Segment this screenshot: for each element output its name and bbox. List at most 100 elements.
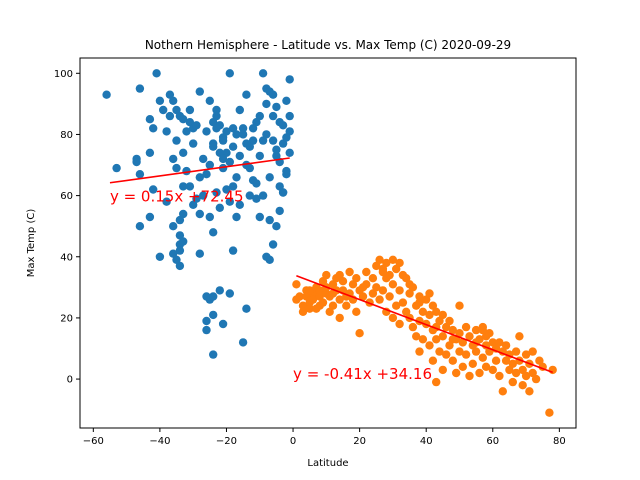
scatter-point (292, 280, 301, 289)
scatter-point (218, 154, 228, 164)
scatter-point (235, 105, 244, 115)
scatter-point (202, 127, 211, 136)
scatter-point (452, 368, 461, 378)
scatter-point (218, 136, 228, 145)
scatter-point (355, 329, 364, 338)
scatter-point (262, 99, 271, 109)
scatter-point (175, 215, 185, 225)
scatter-point (478, 325, 487, 335)
regression-lines (109, 157, 553, 374)
scatter-point (209, 142, 218, 151)
x-axis-ticks: −60 −40 −20 0 20 40 60 80 (83, 428, 566, 447)
scatter-point (218, 319, 228, 329)
scatter-point (179, 115, 188, 124)
scatter-point (215, 286, 224, 295)
scatter-point (415, 347, 424, 356)
scatter-point (455, 347, 464, 356)
scatter-point (471, 347, 481, 356)
scatter-point (202, 316, 211, 326)
scatter-point (461, 322, 471, 332)
scatter-point (169, 222, 178, 231)
x-tick-label: −20 (216, 436, 237, 447)
scatter-point (195, 249, 204, 258)
scatter-point (172, 105, 181, 115)
scatter-point (205, 160, 214, 170)
scatter-point (179, 237, 188, 246)
scatter-point (455, 301, 464, 310)
regression-line (109, 157, 290, 184)
chart-title: Nothern Hemisphere - Latitude vs. Max Te… (145, 38, 511, 52)
scatter-point (372, 283, 381, 292)
scatter-point (515, 332, 524, 341)
scatter-point (352, 274, 361, 283)
scatter-point (445, 316, 454, 326)
scatter-point (392, 264, 401, 274)
scatter-point (248, 124, 258, 133)
scatter-point (425, 289, 434, 298)
scatter-point (298, 307, 308, 316)
scatter-point (405, 289, 414, 298)
scatter-point (189, 139, 198, 148)
points-layer (102, 69, 557, 417)
scatter-point (468, 359, 477, 368)
scatter-point (415, 298, 424, 307)
scatter-point (272, 102, 281, 112)
scatter-point (415, 292, 424, 301)
scatter-point (132, 157, 141, 167)
scatter-point (205, 96, 214, 106)
scatter-point (375, 295, 384, 304)
scatter-point (149, 185, 158, 194)
scatter-point (531, 374, 541, 384)
scatter-point (242, 139, 251, 148)
x-tick-label: 60 (486, 436, 499, 447)
scatter-point (225, 157, 234, 167)
scatter-point (358, 283, 368, 292)
scatter-point (448, 356, 457, 365)
scatter-point (165, 111, 175, 121)
scatter-point (285, 111, 294, 121)
scatter-point (268, 136, 278, 145)
scatter-point (458, 362, 467, 371)
scatter-point (245, 191, 254, 200)
scatter-point (179, 148, 188, 157)
scatter-point (175, 261, 185, 271)
scatter-point (272, 222, 281, 231)
scatter-point (209, 350, 218, 359)
scatter-point (528, 368, 537, 378)
scatter-point (385, 270, 394, 280)
scatter-point (209, 292, 218, 301)
scatter-point (282, 133, 291, 142)
scatter-point (438, 332, 447, 341)
scatter-point (238, 338, 248, 347)
scatter-point (262, 130, 271, 139)
scatter-point (212, 124, 221, 133)
regression-line (296, 274, 553, 374)
scatter-point (225, 289, 234, 298)
scatter-point (159, 105, 168, 115)
scatter-point (155, 252, 165, 261)
scatter-point (395, 286, 404, 295)
scatter-point (185, 182, 195, 191)
scatter-point (465, 332, 474, 341)
scatter-point (255, 111, 264, 121)
scatter-point (498, 387, 507, 396)
scatter-point (275, 182, 284, 191)
x-tick-label: −40 (149, 436, 170, 447)
scatter-point (398, 298, 408, 307)
scatter-point (275, 206, 284, 216)
scatter-point (169, 249, 178, 258)
scatter-point (245, 163, 254, 173)
scatter-point (172, 136, 181, 145)
scatter-point (448, 325, 457, 335)
y-tick-label: 80 (60, 130, 73, 141)
scatter-point (225, 197, 234, 206)
scatter-point (405, 280, 414, 289)
scatter-point (265, 173, 274, 182)
scatter-point (179, 182, 188, 191)
scatter-point (268, 90, 278, 99)
scatter-point (385, 292, 394, 301)
scatter-point (432, 377, 441, 387)
x-tick-label: 80 (553, 436, 566, 447)
scatter-point (258, 136, 268, 145)
scatter-point (169, 154, 178, 164)
